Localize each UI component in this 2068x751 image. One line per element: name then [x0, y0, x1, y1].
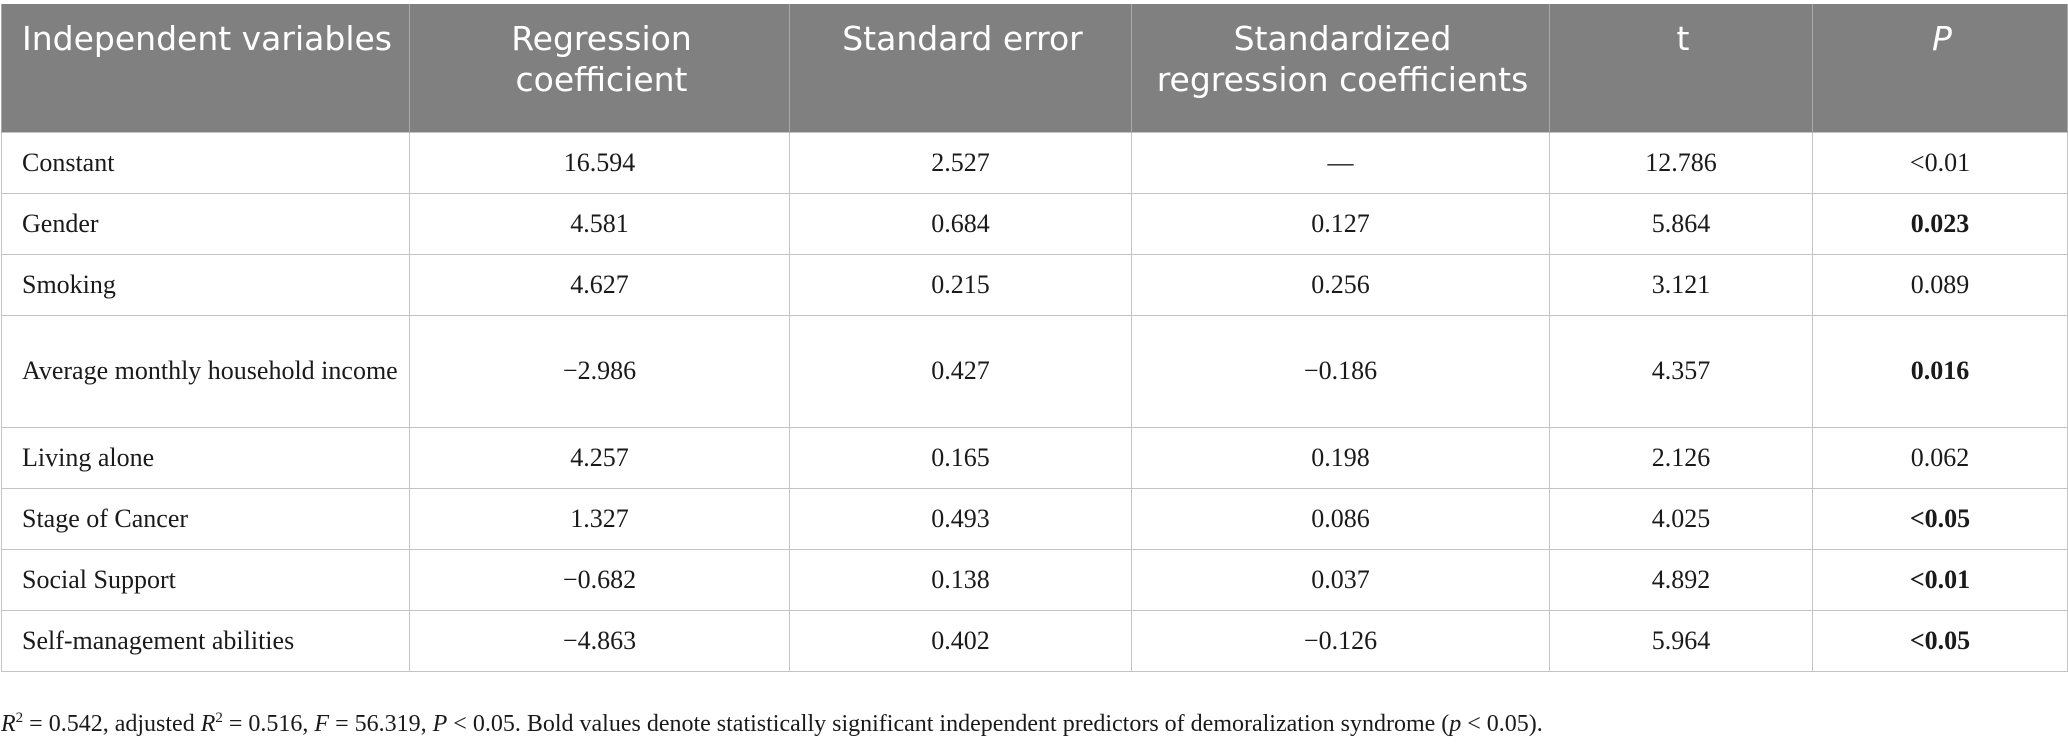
cell-variable: Stage of Cancer — [1, 487, 410, 550]
header-regression-coefficient: Regression coefficient — [409, 4, 790, 132]
cell-regression-coefficient: 1.327 — [409, 487, 790, 550]
cell-t: 2.126 — [1549, 426, 1813, 489]
cell-t: 3.121 — [1549, 253, 1813, 316]
cell-variable: Gender — [1, 192, 410, 255]
cell-p: <0.05 — [1812, 609, 2068, 672]
table-row: Constant 16.594 2.527—12.786 <0.01 — [1, 131, 2068, 194]
cell-t: 4.025 — [1549, 487, 1813, 550]
header-p: P — [1812, 4, 2068, 132]
header-p-label: P — [1932, 19, 1952, 58]
cell-regression-coefficient: −4.863 — [409, 609, 790, 672]
cell-variable: Living alone — [1, 426, 410, 489]
cell-variable: Self-management abilities — [1, 609, 410, 672]
cell-t: 5.864 — [1549, 192, 1813, 255]
table-body: Constant 16.594 2.527—12.786 <0.01 Gender 4.5… — [1, 131, 2068, 672]
cell-p: 0.016 — [1812, 314, 2068, 428]
cell-variable: Constant — [1, 131, 410, 194]
cell-standardized-coefficient: −0.126 — [1131, 609, 1550, 672]
cell-standard-error: 0.138 — [789, 548, 1132, 611]
footnote-r2-value: = 0.542, adjusted — [23, 711, 201, 737]
footnote-r2-sup: 2 — [15, 710, 24, 726]
cell-standard-error: 0.215 — [789, 253, 1132, 316]
cell-t: 4.892 — [1549, 548, 1813, 611]
table-header: Independent variables Regression coeffic… — [1, 4, 2068, 132]
footnote-adj-r2-sup: 2 — [215, 710, 223, 726]
footnote-r2-label: R — [1, 711, 16, 737]
table-row: Stage of Cancer 1.327 0.493 0.086 4.025 <0.05 — [1, 487, 2068, 550]
cell-standard-error: 2.527 — [789, 131, 1132, 194]
cell-regression-coefficient: 16.594 — [409, 131, 790, 194]
cell-p: <0.05 — [1812, 487, 2068, 550]
cell-variable: Social Support — [1, 548, 410, 611]
cell-standardized-coefficient: 0.198 — [1131, 426, 1550, 489]
footnote-adj-r2-value: = 0.516, — [222, 711, 315, 737]
footnote-f-value: = 56.319, — [329, 711, 433, 737]
footnote-adj-r2-label: R — [200, 711, 216, 737]
table-row: Smoking 4.627 0.215 0.256 3.121 0.089 — [1, 253, 2068, 316]
header-t: t — [1549, 4, 1813, 132]
footnote-f-label: F — [314, 711, 330, 737]
footnote-p2-value: < 0.05). — [1461, 711, 1543, 737]
table-row: Average monthly household income −2.986 0.… — [1, 314, 2068, 428]
cell-p: 0.089 — [1812, 253, 2068, 316]
cell-standard-error: 0.427 — [789, 314, 1132, 428]
cell-variable: Smoking — [1, 253, 410, 316]
cell-p: <0.01 — [1812, 548, 2068, 611]
cell-standardized-coefficient: −0.186 — [1131, 314, 1550, 428]
cell-standardized-coefficient: 0.127 — [1131, 192, 1550, 255]
cell-regression-coefficient: −2.986 — [409, 314, 790, 428]
cell-regression-coefficient: 4.581 — [409, 192, 790, 255]
table-row: Gender 4.581 0.684 0.127 5.864 0.023 — [1, 192, 2068, 255]
cell-t: 4.357 — [1549, 314, 1813, 428]
cell-standard-error: 0.684 — [789, 192, 1132, 255]
cell-standard-error: 0.165 — [789, 426, 1132, 489]
cell-t: 5.964 — [1549, 609, 1813, 672]
cell-standardized-coefficient: 0.256 — [1131, 253, 1550, 316]
cell-p: 0.023 — [1812, 192, 2068, 255]
regression-table-container: Independent variables Regression coeffic… — [0, 4, 2068, 672]
cell-standardized-coefficient: 0.037 — [1131, 548, 1550, 611]
table-footnote: R2 = 0.542, adjusted R2 = 0.516, F = 56.… — [1, 711, 1543, 738]
cell-regression-coefficient: 4.257 — [409, 426, 790, 489]
cell-standard-error: 0.493 — [789, 487, 1132, 550]
table-row: Living alone 4.257 0.165 0.198 2.126 0.062 — [1, 426, 2068, 489]
cell-t: 12.786 — [1549, 131, 1813, 194]
header-standard-error: Standard error — [789, 4, 1132, 132]
table-row: Self-management abilities −4.863 0.402 −0.1… — [1, 609, 2068, 672]
footnote-p2-label: p — [1449, 711, 1462, 737]
header-row: Independent variables Regression coeffic… — [1, 4, 2068, 132]
table-row: Social Support −0.682 0.138 0.037 4.892 <0.01 — [1, 548, 2068, 611]
header-independent-variables: Independent variables — [1, 4, 410, 132]
footnote-p-value: < 0.05. Bold values denote statistically… — [447, 711, 1450, 737]
cell-regression-coefficient: −0.682 — [409, 548, 790, 611]
cell-standardized-coefficient: — — [1131, 131, 1550, 194]
cell-p: 0.062 — [1812, 426, 2068, 489]
cell-standard-error: 0.402 — [789, 609, 1132, 672]
header-standardized-coefficients: Standardized regression coefficients — [1131, 4, 1550, 132]
cell-standardized-coefficient: 0.086 — [1131, 487, 1550, 550]
footnote-p-label: P — [432, 711, 448, 737]
cell-regression-coefficient: 4.627 — [409, 253, 790, 316]
cell-variable: Average monthly household income — [1, 314, 410, 428]
cell-p: <0.01 — [1812, 131, 2068, 194]
regression-table: Independent variables Regression coeffic… — [1, 4, 2068, 672]
